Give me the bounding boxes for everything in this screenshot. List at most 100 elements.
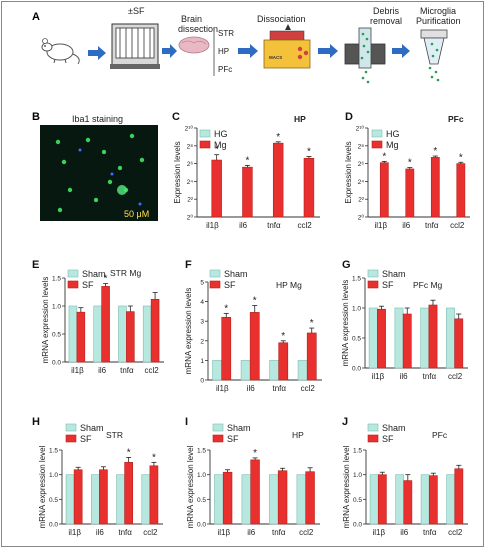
x-tick-label: ccl2 — [301, 384, 316, 393]
y-tick-label: 0.5 — [197, 497, 206, 504]
bar-sf — [377, 308, 386, 369]
y-tick-label: 0.5 — [352, 336, 361, 343]
purif-label-1: Microglia — [420, 6, 456, 16]
y-tick-label: 1.5 — [49, 448, 58, 455]
micrograph-nucleus — [138, 202, 142, 206]
y-tick-label: 2⁶ — [358, 161, 365, 168]
panel-a: A ±SF Br — [32, 6, 461, 84]
x-tick-label: tnfα — [272, 528, 286, 537]
y-tick-label: 0.5 — [49, 497, 58, 504]
micrograph-nucleus — [78, 148, 82, 152]
x-tick-label: il1β — [71, 366, 84, 375]
y-tick-label: 5 — [200, 280, 204, 287]
y-tick-label: 1.5 — [353, 448, 362, 455]
significance-star: * — [253, 296, 257, 307]
micrograph-cell — [85, 137, 91, 143]
panel-label-e: E — [32, 259, 39, 271]
x-tick-label: il6 — [402, 221, 411, 230]
y-tick-label: 1.0 — [352, 306, 361, 313]
y-tick-label: 0.0 — [352, 366, 361, 373]
significance-star: * — [307, 146, 311, 157]
micrograph-cell — [93, 197, 99, 203]
chart-title: HP — [294, 114, 306, 124]
y-tick-label: 1.5 — [352, 276, 361, 283]
panel-label-g: G — [342, 259, 351, 271]
y-tick-label: 4 — [200, 299, 204, 306]
bar-sham — [369, 474, 379, 525]
macs-label: MACS — [269, 55, 282, 60]
bar-sham — [368, 307, 378, 369]
micrograph-cell — [55, 139, 61, 145]
y-tick-label: 3 — [200, 319, 204, 326]
y-tick-label: 2⁴ — [187, 179, 194, 186]
micrograph-cells — [55, 133, 145, 213]
bar-sham — [420, 474, 430, 525]
bar-sf — [403, 480, 413, 525]
arrow-right-icon — [88, 46, 106, 60]
bar-sham — [240, 360, 251, 381]
bar-sf — [73, 469, 83, 525]
x-tick-label: il1β — [374, 221, 387, 230]
y-tick-label: 2⁶ — [187, 161, 194, 168]
y-axis-label: mRNA expression level — [38, 445, 47, 528]
micrograph-cell — [57, 207, 63, 213]
bar-mg — [430, 157, 440, 218]
chart-panel-f: F 0 1 2 3 4 5 mRNA expression levels * il1β * il6 * t… — [184, 259, 322, 393]
significance-star: * — [253, 448, 257, 459]
bar-sham — [395, 474, 405, 525]
bar-sham — [141, 474, 151, 525]
y-tick-label: 1.0 — [197, 472, 206, 479]
legend-label: SF — [224, 280, 236, 290]
bar-sf — [305, 471, 315, 525]
x-tick-label: tnfα — [118, 528, 132, 537]
y-tick-label: 0 — [200, 378, 204, 385]
y-tick-label: 0.5 — [353, 497, 362, 504]
y-tick-label: 2² — [187, 197, 194, 204]
x-tick-label: tnfα — [423, 528, 437, 537]
y-tick-label: 0.5 — [52, 332, 61, 339]
bar-sf — [149, 465, 159, 525]
arrow-right-icon — [318, 44, 338, 58]
significance-star: * — [127, 447, 131, 458]
x-tick-label: il1β — [372, 372, 385, 381]
legend-label: Mg — [214, 140, 227, 150]
y-axis-label: Expression levels — [173, 141, 182, 203]
region-hp: HP — [218, 47, 229, 56]
x-tick-label: ccl2 — [450, 221, 465, 230]
significance-star: * — [276, 132, 280, 143]
significance-star: * — [215, 145, 219, 156]
y-tick-label: 1.5 — [197, 448, 206, 455]
legend-swatch — [65, 423, 77, 432]
bar-sham — [118, 305, 127, 363]
bar-sf — [377, 474, 387, 525]
bar-mg — [242, 166, 253, 218]
panel-label-h: H — [32, 416, 40, 428]
y-tick-label: 2⁰ — [358, 214, 365, 222]
brain-icon — [178, 36, 210, 54]
legend-swatch — [199, 129, 211, 138]
y-axis-label: mRNA expression levels — [341, 280, 350, 367]
x-tick-label: tnfα — [267, 221, 281, 230]
x-tick-label: tnfα — [423, 372, 437, 381]
bar-sf — [402, 313, 412, 369]
bar-sham — [212, 360, 222, 381]
legend-swatch — [67, 280, 79, 289]
x-tick-label: il6 — [98, 366, 107, 375]
micrograph-cell — [67, 187, 73, 193]
legend-swatch — [371, 129, 383, 138]
panel-label-j: J — [342, 416, 348, 428]
legend-label: Sham — [82, 269, 106, 279]
micrograph-cell — [117, 185, 127, 195]
micrograph-cell — [101, 149, 107, 155]
chart-title: PFc Mg — [413, 280, 443, 290]
x-tick-label: tnfα — [425, 221, 439, 230]
x-tick-label: il1β — [216, 384, 229, 393]
arrow-right-icon — [392, 44, 410, 58]
panel-label-i: I — [185, 416, 188, 428]
legend-swatch — [367, 434, 379, 443]
y-axis-label: mRNA expression levels — [184, 288, 193, 375]
y-axis-label: mRNA expression levels — [41, 277, 50, 364]
